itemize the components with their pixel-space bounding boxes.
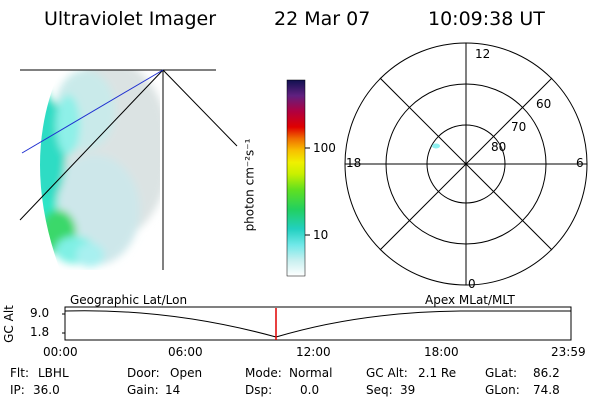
colorbar <box>286 79 306 277</box>
colorbar-tick-100: 100 <box>313 141 336 155</box>
gain-value: 14 <box>165 383 181 397</box>
door-label: Door: <box>127 366 160 380</box>
time-label: 10:09:38 UT <box>428 8 545 30</box>
ip-value: 36.0 <box>33 383 60 397</box>
glat-value: 86.2 <box>533 366 560 380</box>
polar-label-18: 18 <box>346 156 362 170</box>
door-value: Open <box>170 366 203 380</box>
polar-lat-60: 60 <box>536 97 552 111</box>
instrument-title: Ultraviolet Imager <box>44 8 217 30</box>
polar-label-0: 0 <box>468 277 476 291</box>
polar-lat-70: 70 <box>511 120 527 134</box>
ip-label: IP: <box>10 383 25 397</box>
seq-value: 39 <box>400 383 416 397</box>
colorbar-unit-label: photon cm⁻²s⁻¹ <box>242 138 257 232</box>
glon-label: GLon: <box>485 383 520 397</box>
polar-aurora-spot <box>432 143 440 149</box>
flt-label: Flt: <box>10 366 29 380</box>
time-tick-1800: 18:00 <box>424 345 459 359</box>
timeline-ytick-1-8: 1.8 <box>30 325 50 339</box>
polar-label-6: 6 <box>576 156 584 170</box>
time-tick-2359: 23:59 <box>551 345 586 359</box>
timeline-right-label: Apex MLat/MLT <box>425 293 515 307</box>
dsp-label: Dsp: <box>245 383 273 397</box>
polar-label-12: 12 <box>475 47 491 61</box>
uv-image <box>40 70 160 270</box>
blue-trace-line <box>21 69 164 154</box>
timeline-left-label: Geographic Lat/Lon <box>70 293 188 307</box>
colorbar-tick-10: 10 <box>313 228 329 242</box>
polar-lat-80: 80 <box>491 140 507 154</box>
dsp-value: 0.0 <box>300 383 320 397</box>
glat-label: GLat: <box>485 366 518 380</box>
polar-plot <box>344 42 588 286</box>
view-geometry <box>19 69 238 270</box>
mode-value: Normal <box>289 366 333 380</box>
mode-label: Mode: <box>245 366 282 380</box>
timeline-ytick-9: 9.0 <box>30 306 50 320</box>
seq-label: Seq: <box>366 383 393 397</box>
gcalt-value: 2.1 Re <box>418 366 457 380</box>
gcalt-label: GC Alt: <box>366 366 408 380</box>
altitude-timeline <box>62 306 572 341</box>
gain-label: Gain: <box>127 383 159 397</box>
date-label: 22 Mar 07 <box>274 8 371 30</box>
time-tick-0000: 00:00 <box>43 345 78 359</box>
time-tick-0600: 06:00 <box>168 345 203 359</box>
flt-value: LBHL <box>38 366 69 380</box>
time-tick-1200: 12:00 <box>296 345 331 359</box>
timeline-axis-label: GC Alt <box>1 305 16 343</box>
glon-value: 74.8 <box>533 383 560 397</box>
